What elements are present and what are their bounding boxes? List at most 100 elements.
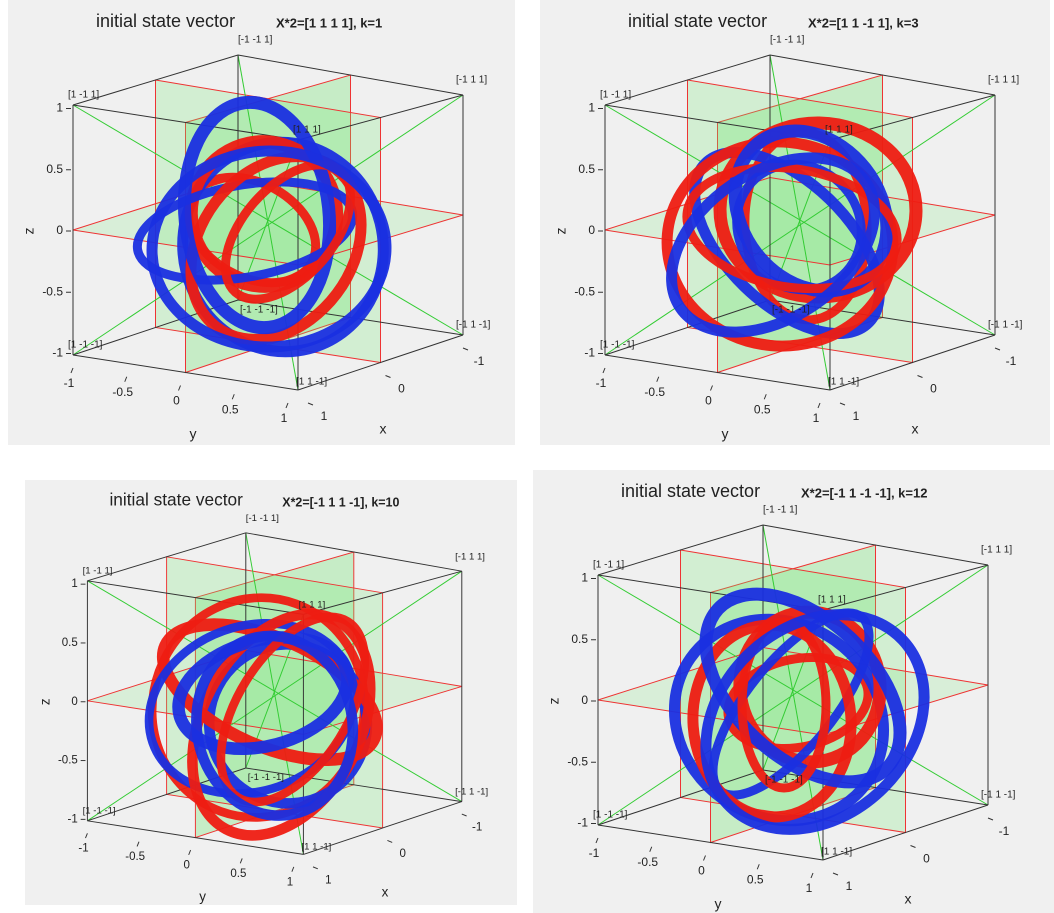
x-tick-label: 1 (325, 874, 331, 886)
corner-label: [1 -1 1] (600, 90, 631, 101)
z-tick-label: 1 (71, 578, 77, 590)
panel: initial state vector X*2=[-1 1 -1 -1], k=… (533, 470, 1054, 913)
y-tick-label: -1 (589, 846, 600, 860)
corner-label: [1 1 -1] (296, 377, 327, 388)
corner-label: [-1 -1 1] (238, 35, 273, 46)
y-tick-label: 1 (806, 881, 813, 895)
z-tick-label: 1 (56, 101, 63, 115)
x-tick-label: 0 (923, 852, 930, 866)
z-tick-label: -1 (577, 816, 588, 830)
chart-subtitle: X*2=[1 1 1 1], k=1 (276, 15, 382, 30)
corner-label: [-1 -1 1] (763, 505, 798, 516)
corner-label: [-1 1 -1] (988, 320, 1023, 331)
corner-label: [1 -1 1] (593, 560, 624, 571)
z-tick-label: 0.5 (46, 162, 63, 176)
panel: initial state vector X*2=[-1 1 1 -1], k=1… (25, 480, 517, 905)
z-tick-label: 1 (581, 571, 588, 585)
x-axis-label: x (905, 891, 912, 907)
x-tick-label: 0 (930, 382, 937, 396)
chart-title: initial state vector (628, 11, 767, 31)
z-tick-label: 0 (71, 696, 77, 708)
x-tick-label: -1 (472, 822, 482, 834)
z-tick-label: 0 (588, 223, 595, 237)
y-tick-label: 0 (184, 859, 190, 871)
corner-label: [-1 -1 -1] (772, 305, 810, 316)
z-axis-label: z (553, 228, 569, 235)
z-tick-label: -0.5 (567, 754, 588, 768)
corner-label: [-1 -1 -1] (248, 772, 284, 783)
chart-title: initial state vector (96, 11, 235, 31)
corner-label: [-1 1 -1] (455, 787, 488, 798)
y-tick-label: 1 (281, 411, 288, 425)
figure: initial state vectorX*2=[1 1 1 1], k=1[-… (0, 0, 1054, 913)
x-axis-label: x (380, 421, 387, 437)
z-tick-label: 0.5 (571, 632, 588, 646)
z-tick-label: 1 (588, 101, 595, 115)
y-tick-label: -1 (596, 376, 607, 390)
z-tick-label: 0.5 (578, 162, 595, 176)
z-axis-label: z (38, 698, 53, 705)
y-axis-label: y (722, 426, 729, 442)
y-tick-label: 0 (705, 394, 712, 408)
corner-label: [-1 1 -1] (981, 790, 1016, 801)
chart-title: initial state vector (621, 481, 760, 501)
corner-label: [1 1 -1] (828, 377, 859, 388)
chart-subtitle: X*2=[1 1 -1 1], k=3 (808, 15, 919, 30)
z-tick-label: 0.5 (62, 637, 78, 649)
corner-label: [1 1 1] (299, 599, 326, 610)
y-tick-label: 0 (173, 394, 180, 408)
y-tick-label: 0.5 (754, 402, 771, 416)
corner-label: [1 1 -1] (301, 841, 331, 852)
corner-label: [1 -1 -1] (68, 340, 103, 351)
z-tick-label: 0 (56, 223, 63, 237)
x-tick-label: 1 (846, 879, 853, 893)
corner-label: [-1 -1 -1] (240, 305, 278, 316)
corner-label: [1 1 1] (825, 125, 853, 136)
z-tick-label: -1 (584, 346, 595, 360)
x-axis-label: x (382, 884, 389, 899)
corner-label: [-1 1 1] (456, 75, 487, 86)
y-tick-label: -0.5 (125, 851, 145, 863)
corner-label: [-1 -1 -1] (765, 775, 803, 786)
panel: initial state vectorX*2=[1 1 -1 1], k=3[… (540, 0, 1050, 445)
z-axis-label: z (21, 228, 37, 235)
y-tick-label: 0.5 (222, 402, 239, 416)
z-axis-label: z (546, 698, 562, 705)
x-tick-label: 0 (400, 848, 406, 860)
x-tick-label: -1 (999, 824, 1010, 838)
y-tick-label: 0 (698, 864, 705, 878)
z-tick-label: -0.5 (58, 755, 78, 767)
x-tick-label: -1 (474, 354, 485, 368)
chart-subtitle: X*2=[-1 1 -1 -1], k=12 (801, 485, 927, 500)
x-tick-label: -1 (1006, 354, 1017, 368)
y-axis-label: y (190, 426, 197, 442)
y-axis-label: y (715, 896, 722, 912)
corner-label: [1 -1 -1] (83, 806, 116, 817)
corner-label: [1 -1 1] (68, 90, 99, 101)
corner-label: [1 1 -1] (821, 847, 852, 858)
chart-title: initial state vector (109, 490, 243, 510)
corner-label: [1 -1 1] (83, 566, 113, 577)
corner-label: [-1 1 1] (455, 551, 485, 562)
z-tick-label: -1 (68, 813, 78, 825)
z-tick-label: -0.5 (42, 284, 63, 298)
corner-label: [-1 1 1] (988, 75, 1019, 86)
z-tick-label: -1 (52, 346, 63, 360)
x-tick-label: 1 (321, 409, 328, 423)
y-tick-label: -1 (64, 376, 75, 390)
corner-label: [-1 -1 1] (246, 513, 279, 524)
y-tick-label: 0.5 (230, 868, 246, 880)
corner-label: [-1 -1 1] (770, 35, 805, 46)
y-tick-label: 0.5 (747, 872, 764, 886)
corner-label: [-1 1 1] (981, 545, 1012, 556)
y-tick-label: -1 (78, 843, 88, 855)
x-tick-label: 1 (853, 409, 860, 423)
corner-label: [1 1 1] (293, 125, 321, 136)
corner-label: [1 -1 -1] (593, 810, 628, 821)
y-tick-label: -0.5 (644, 385, 665, 399)
chart-subtitle: X*2=[-1 1 1 -1], k=10 (282, 495, 399, 509)
y-tick-label: 1 (287, 876, 293, 888)
corner-label: [1 1 1] (818, 595, 846, 606)
page: initial state vectorX*2=[1 1 1 1], k=1[-… (0, 0, 1054, 913)
